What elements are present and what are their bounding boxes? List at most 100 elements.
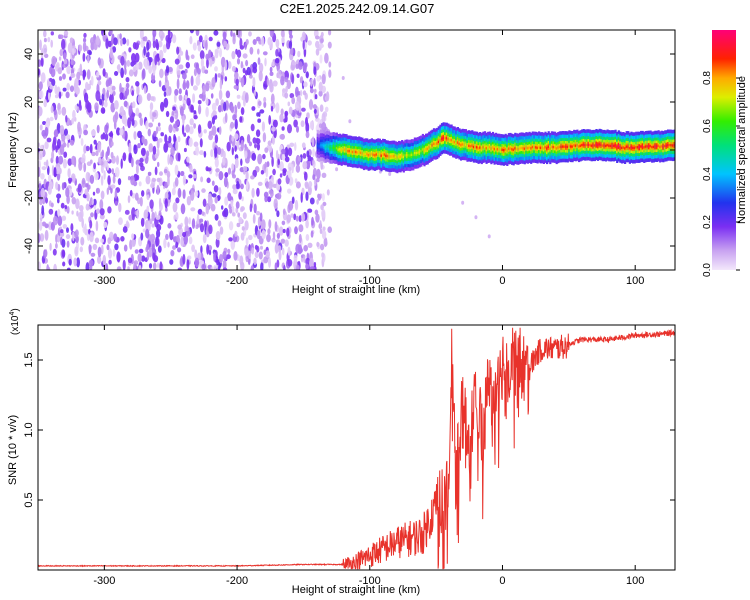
heatmap-noise-cell bbox=[144, 58, 150, 70]
heatmap-noise-cell bbox=[288, 106, 293, 115]
heatmap-noise-cell bbox=[257, 57, 261, 65]
heatmap-band-cell bbox=[405, 153, 409, 157]
heatmap-noise-cell bbox=[89, 219, 93, 229]
heatmap-noise-cell bbox=[257, 153, 263, 165]
heatmap-noise-cell bbox=[132, 42, 137, 50]
heatmap-noise-cell bbox=[104, 124, 109, 134]
heatmap-noise-cell bbox=[140, 232, 144, 241]
heatmap-noise-cell bbox=[173, 133, 176, 143]
heatmap-noise-cell bbox=[237, 101, 241, 110]
heatmap-band-cell bbox=[587, 143, 590, 146]
heatmap-noise-cell bbox=[79, 104, 82, 111]
heatmap-noise-cell bbox=[204, 69, 209, 74]
heatmap-noise-cell bbox=[151, 211, 155, 222]
heatmap-noise-cell bbox=[44, 126, 49, 137]
heatmap-noise-cell bbox=[197, 68, 201, 75]
heatmap-noise-cell bbox=[59, 34, 64, 40]
heatmap-noise-cell bbox=[283, 264, 286, 270]
heatmap-band-cell bbox=[528, 146, 531, 149]
heatmap-noise-cell bbox=[321, 73, 326, 85]
heatmap-noise-cell bbox=[218, 126, 222, 135]
heatmap-noise-cell bbox=[211, 116, 215, 125]
heatmap-noise-cell bbox=[131, 239, 136, 247]
heatmap-noise-cell bbox=[159, 68, 164, 79]
heatmap-noise-cell bbox=[229, 134, 233, 145]
heatmap-band-cell bbox=[558, 145, 561, 149]
heatmap-noise-cell bbox=[251, 106, 256, 111]
colorbar-tick-label: 0.2 bbox=[702, 215, 713, 229]
heatmap-noise-cell bbox=[141, 190, 145, 197]
heatmap-noise-cell bbox=[260, 170, 264, 175]
heatmap-band-cell bbox=[477, 147, 480, 150]
heatmap-noise-cell bbox=[204, 82, 210, 92]
heatmap-noise-cell bbox=[56, 62, 60, 69]
heatmap-noise-cell bbox=[216, 41, 221, 47]
heatmap-band-cell bbox=[469, 145, 472, 148]
heatmap-noise-cell bbox=[279, 134, 285, 140]
heatmap-noise-cell bbox=[328, 30, 332, 36]
heatmap-noise-cell bbox=[114, 200, 119, 206]
x-tick-label: -200 bbox=[226, 575, 248, 587]
heatmap-noise-cell bbox=[94, 172, 99, 181]
heatmap-noise-cell bbox=[264, 57, 267, 67]
heatmap-noise-cell bbox=[111, 168, 115, 175]
heatmap-noise-cell bbox=[304, 183, 309, 189]
heatmap-noise-cell bbox=[128, 105, 133, 116]
heatmap-noise-cell bbox=[265, 167, 269, 178]
heatmap-noise-cell bbox=[234, 157, 239, 169]
heatmap-noise-cell bbox=[301, 107, 306, 112]
heatmap-band-cell bbox=[589, 143, 592, 147]
heatmap-noise-cell bbox=[305, 131, 310, 139]
heatmap-noise-cell bbox=[49, 116, 54, 122]
heatmap-noise-cell bbox=[64, 205, 68, 210]
heatmap-noise-cell bbox=[321, 122, 327, 132]
heatmap-noise-cell bbox=[152, 30, 157, 38]
heatmap-noise-cell bbox=[244, 220, 249, 231]
heatmap-band-cell bbox=[584, 143, 587, 147]
heatmap-noise-cell bbox=[257, 181, 263, 186]
heatmap-noise-cell bbox=[100, 238, 104, 243]
heatmap-noise-cell bbox=[120, 38, 123, 47]
heatmap-noise-cell bbox=[62, 158, 67, 169]
heatmap-band-cell bbox=[627, 145, 630, 148]
heatmap-noise-cell bbox=[75, 86, 80, 95]
heatmap-noise-cell bbox=[302, 40, 305, 50]
heatmap-noise-cell bbox=[177, 187, 182, 198]
heatmap-noise-cell bbox=[248, 141, 252, 147]
heatmap-noise-cell bbox=[167, 241, 170, 248]
heatmap-noise-cell bbox=[169, 230, 174, 241]
heatmap-noise-cell bbox=[59, 125, 65, 135]
heatmap-noise-cell bbox=[214, 214, 219, 221]
heatmap-noise-cell bbox=[234, 133, 239, 141]
heatmap-noise-cell bbox=[310, 230, 314, 238]
heatmap-noise-cell bbox=[214, 196, 218, 204]
heatmap-noise-cell bbox=[55, 181, 59, 190]
heatmap-noise-cell bbox=[92, 191, 96, 196]
heatmap-noise-cell bbox=[215, 168, 220, 173]
heatmap-noise-cell bbox=[251, 187, 255, 198]
snr-frame bbox=[37, 324, 676, 571]
heatmap-noise-cell bbox=[89, 174, 95, 184]
heatmap-noise-cell bbox=[311, 136, 315, 148]
heatmap-band-cell bbox=[638, 146, 641, 149]
heatmap-noise-cell bbox=[180, 203, 186, 215]
heatmap-band-cell bbox=[385, 154, 388, 157]
heatmap-noise-cell bbox=[118, 217, 123, 226]
heatmap-band-cell bbox=[417, 151, 420, 154]
heatmap-noise-cell bbox=[202, 233, 207, 244]
heatmap-noise-cell bbox=[295, 181, 301, 189]
heatmap-speck bbox=[474, 215, 478, 220]
heatmap-noise-cell bbox=[140, 39, 146, 48]
heatmap-band-cell bbox=[495, 147, 498, 150]
heatmap-band-cell bbox=[582, 143, 585, 146]
heatmap-noise-cell bbox=[45, 197, 48, 204]
heatmap-noise-cell bbox=[242, 53, 248, 59]
heatmap-band-cell bbox=[554, 146, 557, 149]
heatmap-band-cell bbox=[493, 147, 496, 151]
heatmap-noise-cell bbox=[243, 98, 246, 107]
heatmap-noise-cell bbox=[264, 147, 269, 153]
heatmap-noise-cell bbox=[168, 135, 172, 144]
heatmap-noise-cell bbox=[320, 38, 324, 43]
heatmap-noise-cell bbox=[256, 112, 260, 117]
heatmap-band-cell bbox=[499, 148, 502, 151]
